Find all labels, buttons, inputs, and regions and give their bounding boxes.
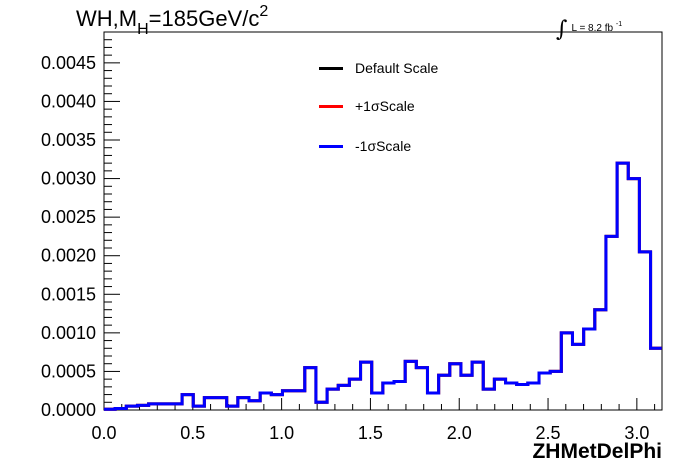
x-tick-label: 0.0 — [91, 423, 116, 443]
y-tick-label: 0.0010 — [41, 323, 96, 343]
plot-frame — [103, 31, 663, 411]
y-axis-ticks: 0.0000 0.0005 0.0010 0.0015 0.0020 0.0025 0.00… — [41, 39, 120, 420]
y-tick-label: 0.0045 — [41, 53, 96, 73]
x-tick-label: 2.0 — [447, 423, 472, 443]
series-line-1 — [104, 161, 662, 411]
x-tick-label: 0.5 — [180, 423, 205, 443]
histogram-series — [104, 161, 662, 411]
y-tick-label: 0.0035 — [41, 130, 96, 150]
title-subscript: H — [137, 21, 149, 38]
y-tick-label: 0.0020 — [41, 246, 96, 266]
x-tick-label: 1.5 — [358, 423, 383, 443]
legend-label-default: Default Scale — [355, 60, 439, 76]
legend-label-minus: -1σScale — [355, 138, 412, 154]
title-prefix: WH,M — [76, 6, 138, 31]
integral-icon: ∫ — [556, 17, 568, 42]
luminosity-label: ∫ L = 8.2 fb -1 — [556, 12, 623, 42]
series-line-2 — [104, 161, 662, 411]
lumi-text: L = 8.2 fb — [571, 23, 614, 34]
legend-entry-default: Default Scale — [319, 58, 438, 78]
title-superscript: 2 — [259, 3, 269, 20]
lumi-superscript: -1 — [615, 21, 623, 28]
y-tick-label: 0.0005 — [41, 361, 96, 381]
y-tick-label: 0.0025 — [41, 207, 96, 227]
legend-entry-minus: -1σScale — [319, 136, 411, 156]
legend-line-default — [319, 66, 343, 70]
legend-label-plus: +1σScale — [355, 98, 415, 114]
x-tick-label: 2.5 — [536, 423, 561, 443]
series-line-0 — [104, 161, 662, 411]
legend-entry-plus: +1σScale — [319, 96, 415, 116]
y-tick-label: 0.0040 — [41, 91, 96, 111]
y-tick-label: 0.0000 — [41, 400, 96, 420]
y-tick-label: 0.0030 — [41, 169, 96, 189]
x-tick-label: 1.0 — [269, 423, 294, 443]
y-tick-label: 0.0015 — [41, 284, 96, 304]
x-tick-label: 3.0 — [624, 423, 649, 443]
legend-line-plus — [319, 104, 343, 108]
legend-line-minus — [319, 144, 343, 148]
x-axis-label: ZHMetDelPhi — [532, 440, 662, 463]
title-suffix: =185GeV/c — [148, 6, 260, 31]
chart-title: WH,MH=185GeV/c2 — [76, 3, 269, 38]
